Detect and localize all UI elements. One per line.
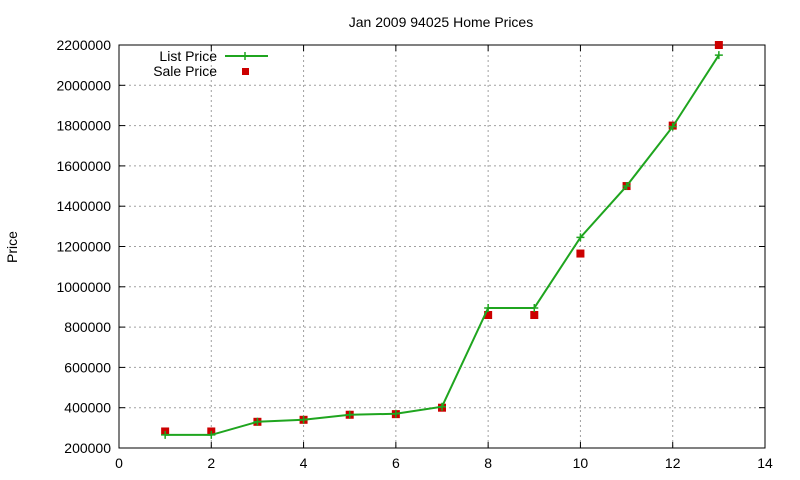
y-tick-label: 1400000 (56, 198, 111, 214)
x-tick-label: 10 (573, 455, 589, 471)
y-tick-label: 1000000 (56, 279, 111, 295)
list-price-point (576, 233, 585, 242)
list-price-point (253, 417, 262, 426)
legend-marker-sale-price (242, 68, 249, 75)
legend-marker-list-price (241, 52, 249, 60)
list-price-point (391, 409, 400, 418)
list-price-point (345, 410, 354, 419)
list-price-line (165, 54, 720, 436)
x-tick-label: 0 (115, 455, 123, 471)
list-price-point (438, 402, 446, 411)
x-tick-label: 12 (665, 455, 681, 471)
chart-title: Jan 2009 94025 Home Prices (349, 14, 533, 30)
list-price-point (714, 51, 723, 60)
y-axis-label: Price (4, 231, 20, 263)
y-tick-label: 1200000 (56, 239, 111, 255)
x-tick-label: 6 (392, 455, 400, 471)
x-tick-label: 8 (484, 455, 492, 471)
y-tick-label: 600000 (64, 359, 111, 375)
x-tick-label: 2 (207, 455, 215, 471)
sale-price-point (576, 249, 585, 258)
y-tick-label: 400000 (64, 400, 111, 416)
series-layer (161, 41, 723, 439)
list-price-point (668, 122, 677, 131)
y-tick-label: 200000 (64, 440, 111, 456)
list-price-point (484, 303, 493, 312)
x-tick-label: 14 (757, 455, 773, 471)
grid (119, 45, 765, 448)
legend-label-list-price: List Price (159, 48, 217, 64)
x-tick-label: 4 (300, 455, 308, 471)
sale-price-point (484, 311, 493, 320)
list-price-point (161, 430, 170, 439)
list-price-point (299, 415, 308, 424)
y-tick-label: 1600000 (56, 158, 111, 174)
list-price-point (530, 303, 539, 312)
y-tick-label: 800000 (64, 319, 111, 335)
y-tick-label: 2200000 (56, 37, 111, 53)
list-price-point (207, 430, 216, 439)
list-price-point (622, 182, 631, 191)
y-tick-label: 1800000 (56, 118, 111, 134)
legend-label-sale-price: Sale Price (153, 63, 217, 79)
axis-ticks: 0 2 4 6 8 10 12 14 200000 400000 600000 800000 10000… (56, 37, 773, 471)
sale-price-point (714, 41, 723, 49)
y-tick-label: 2000000 (56, 77, 111, 93)
sale-price-point (530, 311, 539, 320)
legend: List Price Sale Price (153, 48, 268, 79)
